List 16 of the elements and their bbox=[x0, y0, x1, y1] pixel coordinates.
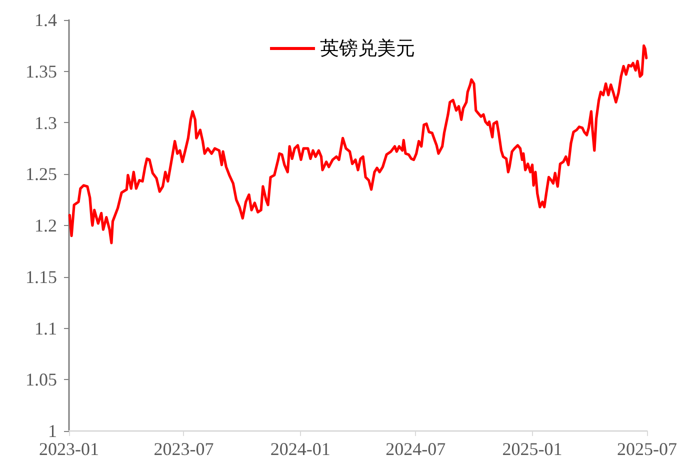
x-tick-label: 2025-07 bbox=[617, 439, 677, 459]
x-tick-label: 2023-07 bbox=[154, 439, 214, 459]
y-tick-label: 1.35 bbox=[26, 61, 57, 82]
x-tick-label: 2024-07 bbox=[386, 439, 446, 459]
y-tick-label: 1.1 bbox=[34, 318, 57, 338]
x-tick-label: 2025-01 bbox=[502, 439, 562, 459]
x-tick-label: 2023-01 bbox=[39, 439, 99, 459]
y-tick-label: 1.25 bbox=[26, 164, 57, 184]
y-tick-label: 1.4 bbox=[34, 10, 57, 30]
y-tick-label: 1.15 bbox=[26, 266, 57, 287]
y-tick-label: 1.3 bbox=[34, 112, 57, 133]
y-tick-label: 1 bbox=[48, 421, 57, 441]
y-tick-label: 1.05 bbox=[26, 370, 57, 390]
legend-label: 英镑兑美元 bbox=[320, 38, 415, 60]
x-tick-label: 2024-01 bbox=[270, 439, 330, 459]
y-tick-label: 1.2 bbox=[34, 216, 57, 236]
